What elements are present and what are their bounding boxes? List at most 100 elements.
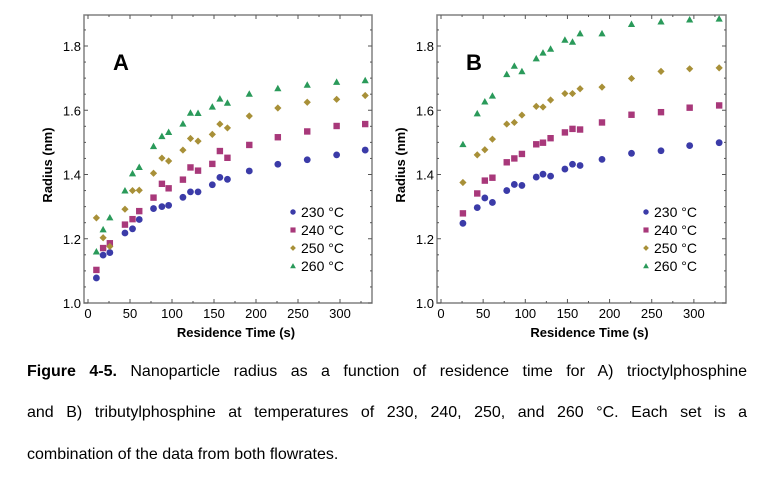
data-point-230 [503, 187, 511, 194]
data-point-260 [503, 70, 511, 78]
data-point-230 [216, 173, 224, 181]
data-point-260 [158, 132, 166, 140]
legend-label: 240 °C [654, 222, 697, 238]
series-260 [92, 76, 369, 255]
data-point-260 [473, 109, 481, 117]
data-point-230 [93, 274, 100, 282]
data-point-260 [121, 186, 129, 194]
y-tick-label: 1.8 [416, 39, 434, 54]
caption-line-3: combination of the data from both flowra… [27, 446, 339, 463]
data-point-240 [481, 177, 489, 184]
series-250 [459, 64, 723, 187]
data-point-250 [121, 205, 129, 213]
x-tick-label: 100 [514, 306, 536, 321]
y-tick-label: 1.2 [416, 232, 434, 247]
data-point-250 [165, 157, 173, 165]
series-230 [459, 139, 723, 227]
data-point-230 [657, 147, 665, 155]
data-point-230 [187, 188, 194, 196]
data-point-260 [92, 248, 100, 255]
data-point-240 [561, 129, 569, 136]
x-axis-label: Residence Time (s) [530, 325, 648, 340]
data-point-230 [561, 165, 569, 173]
data-point-230 [106, 249, 114, 256]
data-point-230 [715, 139, 723, 147]
data-point-230 [208, 181, 216, 189]
data-point-230 [224, 175, 231, 183]
data-point-260 [274, 84, 282, 92]
data-point-240 [209, 160, 216, 168]
series-260 [459, 15, 723, 148]
x-tick-label: 300 [683, 306, 705, 321]
x-axis-label: Residence Time (s) [177, 325, 295, 340]
data-point-240 [576, 126, 584, 133]
data-point-260 [245, 90, 253, 97]
x-tick-label: 0 [84, 306, 91, 321]
data-point-240 [474, 190, 481, 197]
data-point-230 [539, 170, 547, 178]
data-point-250 [561, 89, 569, 98]
legend-label: 250 °C [301, 240, 344, 256]
data-point-250 [333, 95, 341, 103]
data-point-230 [99, 251, 107, 259]
data-point-250 [473, 151, 481, 159]
data-point-230 [532, 173, 540, 181]
data-point-260 [135, 163, 143, 170]
data-point-260 [208, 103, 216, 110]
legend-label: 230 °C [301, 204, 344, 220]
data-point-250 [657, 67, 665, 75]
data-point-250 [361, 91, 369, 100]
data-point-250 [149, 169, 158, 177]
data-point-250 [245, 112, 253, 120]
data-point-240 [224, 154, 231, 161]
series-240 [459, 102, 723, 217]
y-tick-label: 1.4 [416, 168, 434, 183]
data-point-260 [149, 142, 158, 150]
data-point-240 [333, 122, 340, 130]
legend-marker-260 [643, 263, 649, 269]
legend-label: 260 °C [301, 258, 344, 274]
data-point-240 [518, 150, 526, 158]
data-point-250 [216, 120, 224, 128]
data-point-240 [194, 167, 202, 174]
x-tick-label: 0 [437, 306, 444, 321]
data-point-230 [158, 203, 166, 211]
data-point-260 [303, 81, 311, 88]
data-point-240 [539, 139, 547, 146]
x-tick-label: 250 [641, 306, 663, 321]
data-point-240 [533, 141, 540, 148]
data-point-250 [546, 96, 555, 104]
panel-label: B [466, 50, 482, 75]
data-point-240 [99, 244, 107, 252]
data-point-250 [539, 103, 547, 111]
data-point-250 [135, 186, 143, 194]
data-point-230 [179, 193, 187, 201]
x-tick-label: 200 [245, 306, 267, 321]
data-point-260 [165, 128, 173, 135]
x-tick-label: 300 [329, 306, 351, 321]
data-point-230 [129, 225, 136, 233]
legend-marker-260 [290, 263, 296, 269]
data-point-260 [106, 213, 114, 221]
data-point-240 [511, 155, 518, 162]
data-point-230 [274, 160, 282, 168]
legend-label: 240 °C [301, 222, 344, 238]
data-point-230 [194, 188, 202, 196]
data-point-250 [532, 102, 540, 110]
data-point-230 [518, 182, 526, 189]
data-point-240 [304, 128, 311, 135]
data-point-250 [568, 89, 577, 98]
chart-panel-b: 0 50 100 150 200 250 300 1.0 1.2 1.4 1.6 1.8 Residen… [393, 14, 727, 340]
caption-text-1: Nanoparticle radius as a function of res… [116, 363, 747, 380]
y-axis-label: Radius (nm) [393, 127, 408, 202]
legend-marker-240 [643, 227, 649, 233]
data-point-240 [657, 108, 665, 116]
data-point-230 [547, 172, 554, 180]
data-point-250 [99, 234, 107, 242]
data-point-260 [598, 29, 606, 37]
data-point-240 [187, 164, 194, 171]
data-point-260 [128, 169, 137, 177]
data-point-240 [503, 159, 510, 166]
data-point-230 [628, 149, 635, 157]
caption-line-2: and B) tributylphosphine at temperatures… [27, 404, 747, 421]
